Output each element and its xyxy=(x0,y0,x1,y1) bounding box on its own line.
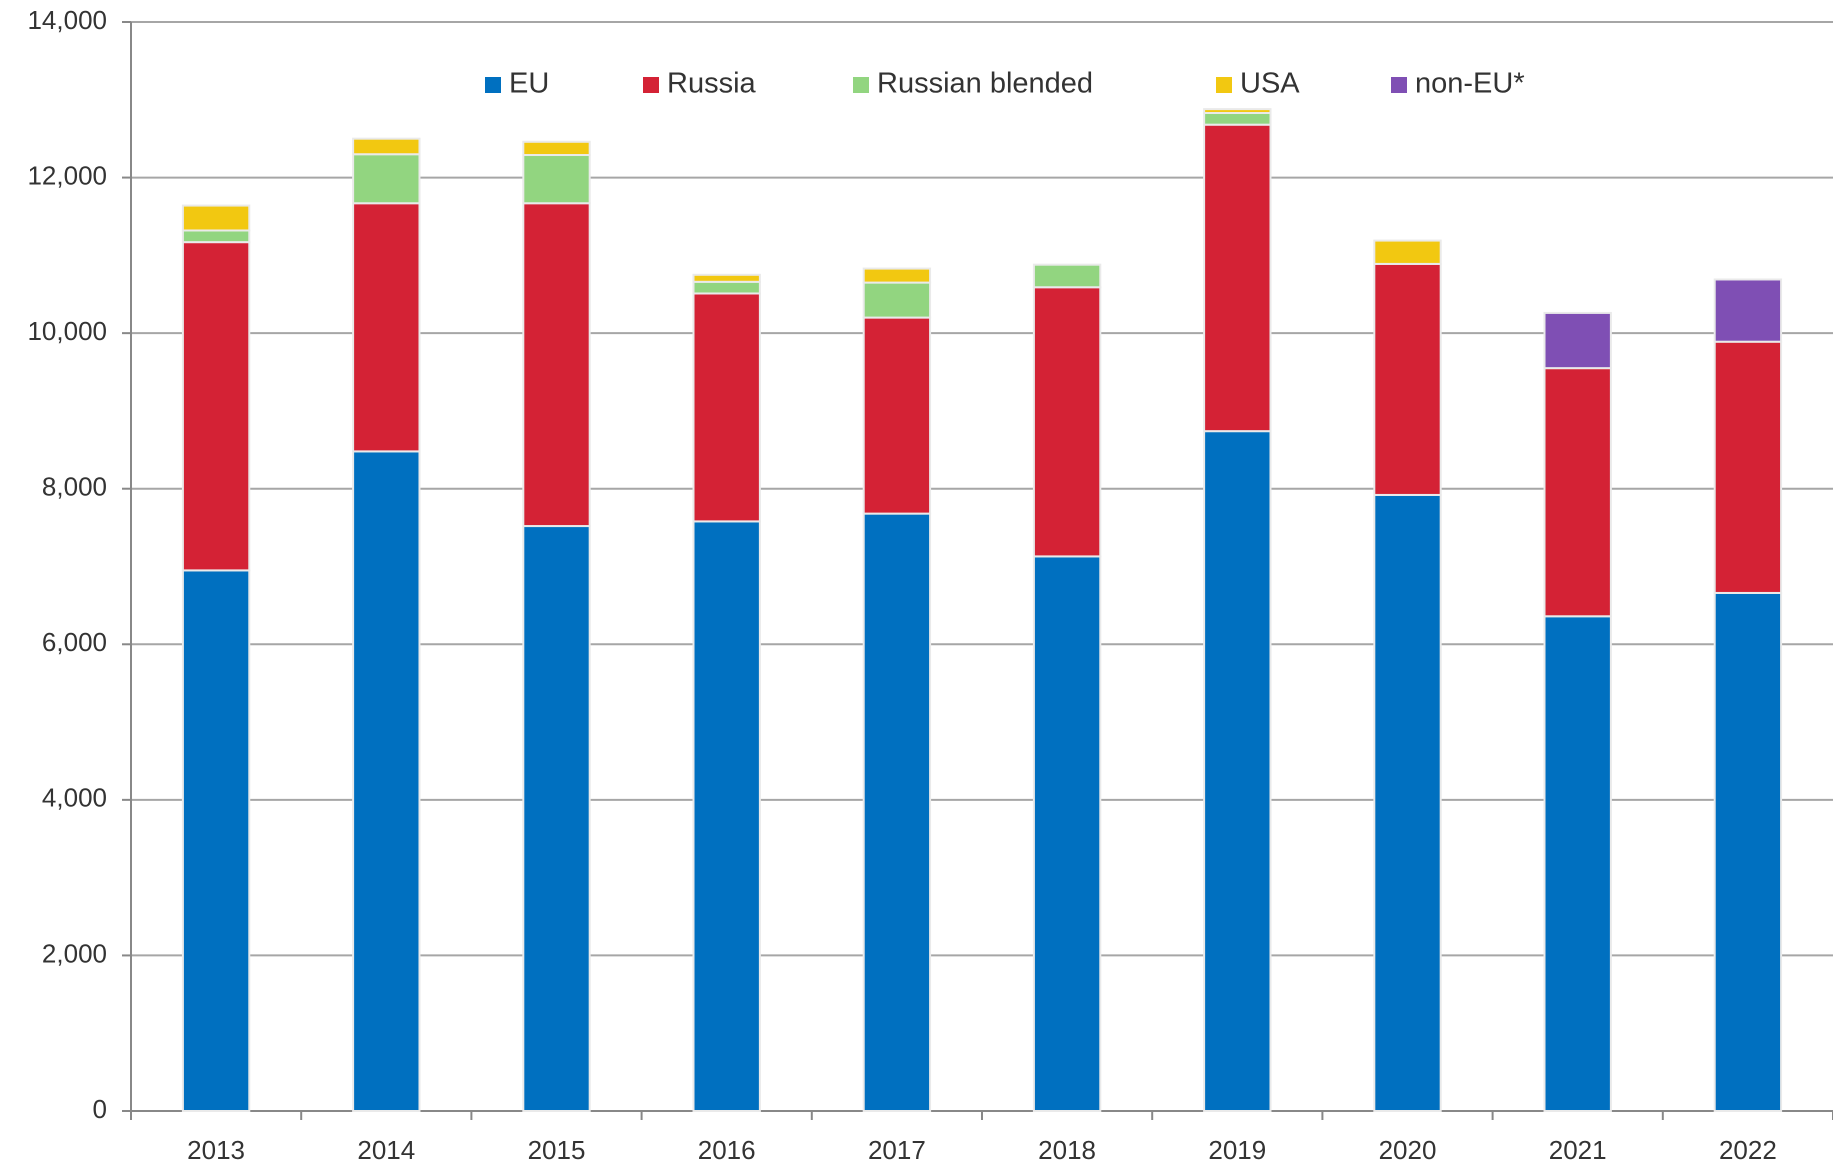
bar-segment xyxy=(1713,340,1783,594)
bar-segment xyxy=(1373,493,1442,1112)
bar-segment xyxy=(352,137,421,156)
x-tick-label: 2020 xyxy=(1379,1135,1437,1165)
bar-segment xyxy=(352,153,421,205)
bar-segment xyxy=(1032,286,1102,558)
bar-segment xyxy=(1032,555,1102,1112)
bar-segment xyxy=(352,202,421,453)
bar-segment xyxy=(692,520,761,1112)
legend-swatch xyxy=(1391,77,1407,93)
x-tick-label: 2016 xyxy=(698,1135,756,1165)
bar-segment xyxy=(181,569,251,1112)
bar-segment xyxy=(522,154,591,205)
legend-swatch xyxy=(853,77,869,93)
bar-segment xyxy=(692,280,761,295)
bar-segment xyxy=(1373,262,1442,496)
bar-segment xyxy=(522,140,591,157)
bar-segment xyxy=(1543,311,1612,370)
y-tick-label: 14,000 xyxy=(27,5,107,35)
y-tick-label: 2,000 xyxy=(42,938,107,968)
bar-segment xyxy=(692,292,761,523)
bar-segment xyxy=(1713,278,1783,343)
y-tick-label: 6,000 xyxy=(42,627,107,657)
bar-segment xyxy=(862,512,932,1112)
y-tick-label: 8,000 xyxy=(42,472,107,502)
bar-segment xyxy=(181,204,251,232)
x-tick-label: 2021 xyxy=(1549,1135,1607,1165)
y-tick-label: 12,000 xyxy=(27,160,107,190)
legend-label: EU xyxy=(509,68,549,100)
bar-segment xyxy=(181,229,251,244)
x-tick-label: 2014 xyxy=(357,1135,415,1165)
x-tick-label: 2017 xyxy=(868,1135,926,1165)
bar-segment xyxy=(1713,591,1783,1112)
legend-swatch xyxy=(643,77,659,93)
legend-label: Russian blended xyxy=(877,68,1093,100)
bar-segment xyxy=(1543,615,1612,1112)
legend-label: non-EU* xyxy=(1415,68,1525,100)
bar-segment xyxy=(522,525,591,1112)
y-tick-label: 4,000 xyxy=(42,783,107,813)
bar-segment xyxy=(1203,430,1272,1113)
bar-segment xyxy=(1203,123,1272,433)
bar-segment xyxy=(862,267,932,284)
bar-segment xyxy=(1373,239,1442,265)
bar-segment xyxy=(352,450,421,1112)
bar-segment xyxy=(862,281,932,319)
bar-segment xyxy=(181,241,251,572)
x-tick-label: 2013 xyxy=(187,1135,245,1165)
bar-segment xyxy=(522,202,591,528)
y-tick-label: 10,000 xyxy=(27,316,107,346)
x-tick-label: 2022 xyxy=(1719,1135,1777,1165)
legend-swatch xyxy=(485,77,501,93)
bar-segment xyxy=(862,316,932,515)
x-tick-label: 2018 xyxy=(1038,1135,1096,1165)
bar-segment xyxy=(1543,367,1612,618)
bar-segment xyxy=(1203,108,1272,115)
x-tick-label: 2019 xyxy=(1208,1135,1266,1165)
y-tick-label: 0 xyxy=(93,1094,107,1124)
legend-label: USA xyxy=(1240,68,1300,100)
legend-label: Russia xyxy=(667,68,757,100)
bar-segment xyxy=(692,273,761,283)
bar-segment xyxy=(1203,112,1272,126)
legend: EU Russia Russian blended USA non-EU* xyxy=(485,68,1525,100)
x-tick-label: 2015 xyxy=(528,1135,586,1165)
legend-swatch xyxy=(1216,77,1232,93)
bar-segment xyxy=(1032,263,1102,289)
